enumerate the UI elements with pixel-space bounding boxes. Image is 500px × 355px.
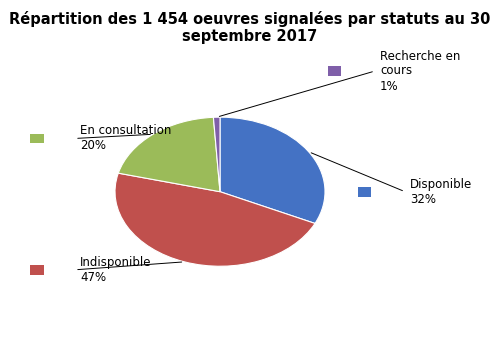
Wedge shape — [115, 173, 315, 266]
Wedge shape — [214, 117, 220, 192]
Text: Disponible
32%: Disponible 32% — [410, 178, 472, 206]
FancyBboxPatch shape — [30, 265, 44, 275]
FancyBboxPatch shape — [30, 133, 44, 143]
Text: En consultation
20%: En consultation 20% — [80, 125, 172, 152]
Text: Recherche en
cours
1%: Recherche en cours 1% — [380, 49, 460, 93]
FancyBboxPatch shape — [328, 66, 341, 76]
FancyBboxPatch shape — [358, 187, 371, 197]
Text: Indisponible
47%: Indisponible 47% — [80, 256, 152, 284]
Wedge shape — [220, 117, 325, 223]
Wedge shape — [118, 117, 220, 192]
Text: Répartition des 1 454 oeuvres signalées par statuts au 30
septembre 2017: Répartition des 1 454 oeuvres signalées … — [10, 11, 490, 44]
